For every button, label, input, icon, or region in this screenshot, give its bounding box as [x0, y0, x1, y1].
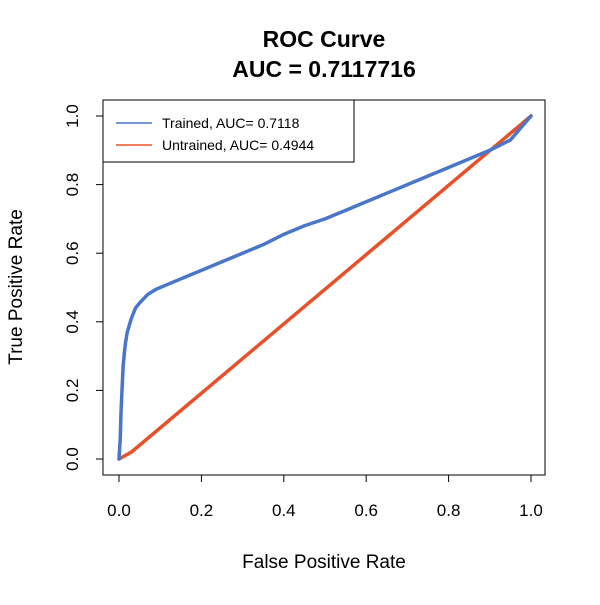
y-tick-label: 0.8	[63, 173, 82, 197]
legend-box	[102, 99, 355, 163]
x-tick-label: 0.6	[354, 501, 378, 520]
series-layer	[117, 114, 533, 461]
series-line-trained	[117, 114, 533, 461]
chart-title: ROC Curve	[263, 26, 386, 52]
x-axis-label: False Positive Rate	[242, 552, 406, 573]
y-tick-label: 0.0	[63, 447, 82, 471]
x-tick-label: 0.8	[437, 501, 461, 520]
y-tick-label: 1.0	[63, 104, 82, 128]
x-tick-label: 1.0	[519, 501, 543, 520]
y-tick-label: 0.2	[63, 379, 82, 403]
legend-label-trained: Trained, AUC= 0.7118	[162, 115, 300, 131]
y-axis-label: True Positive Rate	[6, 209, 27, 365]
x-tick-label: 0.4	[272, 501, 296, 520]
legend-label-untrained: Untrained, AUC= 0.4944	[162, 137, 314, 153]
y-axis: 0.0 0.2 0.4 0.6 0.8 1.0	[63, 104, 104, 471]
series-line-untrained	[117, 114, 533, 461]
legend: Trained, AUC= 0.7118 Untrained, AUC= 0.4…	[102, 99, 355, 163]
y-tick-label: 0.6	[63, 241, 82, 265]
x-tick-label: 0.0	[107, 501, 131, 520]
chart-subtitle: AUC = 0.7117716	[232, 56, 416, 82]
x-tick-label: 0.2	[190, 501, 214, 520]
x-axis: 0.0 0.2 0.4 0.6 0.8 1.0	[107, 474, 543, 520]
y-tick-label: 0.4	[63, 310, 82, 334]
